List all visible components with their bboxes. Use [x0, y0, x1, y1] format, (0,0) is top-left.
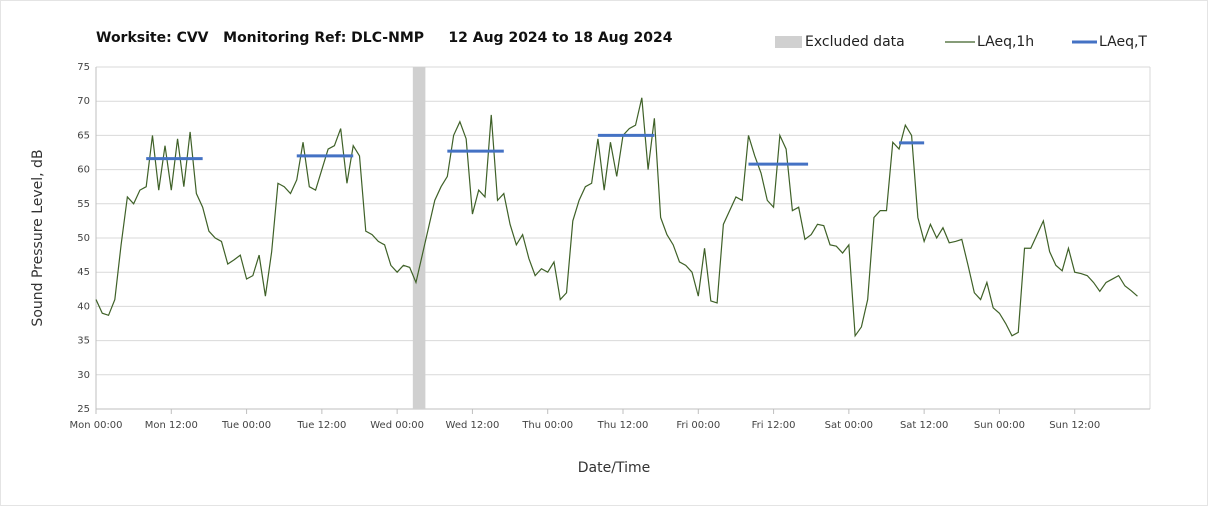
x-tick-label: Thu 00:00 — [521, 420, 573, 431]
x-tick-label: Sun 12:00 — [1049, 420, 1100, 431]
legend-label: LAeq,1h — [977, 34, 1034, 50]
x-axis-title: Date/Time — [578, 460, 650, 476]
chart-title: Worksite: CVV Monitoring Ref: DLC-NMP 12… — [96, 30, 673, 46]
y-tick-label: 60 — [77, 165, 90, 176]
x-tick-label: Mon 12:00 — [145, 420, 198, 431]
y-tick-label: 45 — [77, 267, 90, 278]
y-axis-title: Sound Pressure Level, dB — [30, 149, 46, 326]
y-tick-label: 55 — [77, 199, 90, 210]
x-tick-label: Mon 00:00 — [69, 420, 122, 431]
x-tick-label: Sun 00:00 — [974, 420, 1025, 431]
x-tick-label: Tue 12:00 — [296, 420, 346, 431]
legend-label: Excluded data — [805, 34, 905, 50]
y-tick-label: 65 — [77, 130, 90, 141]
x-tick-label: Fri 12:00 — [752, 420, 796, 431]
series-line — [95, 97, 1138, 338]
y-tick-label: 25 — [77, 404, 90, 415]
y-tick-label: 40 — [77, 301, 90, 312]
x-tick-label: Thu 12:00 — [597, 420, 649, 431]
x-tick-label: Tue 00:00 — [221, 420, 271, 431]
y-tick-label: 75 — [77, 62, 90, 73]
excluded-band — [412, 67, 426, 409]
y-tick-label: 50 — [77, 233, 90, 244]
x-tick-label: Sat 12:00 — [900, 420, 948, 431]
x-tick-label: Wed 00:00 — [370, 420, 424, 431]
y-tick-label: 30 — [77, 370, 90, 381]
legend-swatch — [775, 36, 802, 48]
legend-label: LAeq,T — [1099, 34, 1147, 50]
x-tick-label: Sat 00:00 — [825, 420, 873, 431]
x-tick-label: Fri 00:00 — [676, 420, 720, 431]
y-tick-label: 35 — [77, 336, 90, 347]
y-tick-label: 70 — [77, 96, 90, 107]
x-tick-label: Wed 12:00 — [446, 420, 500, 431]
